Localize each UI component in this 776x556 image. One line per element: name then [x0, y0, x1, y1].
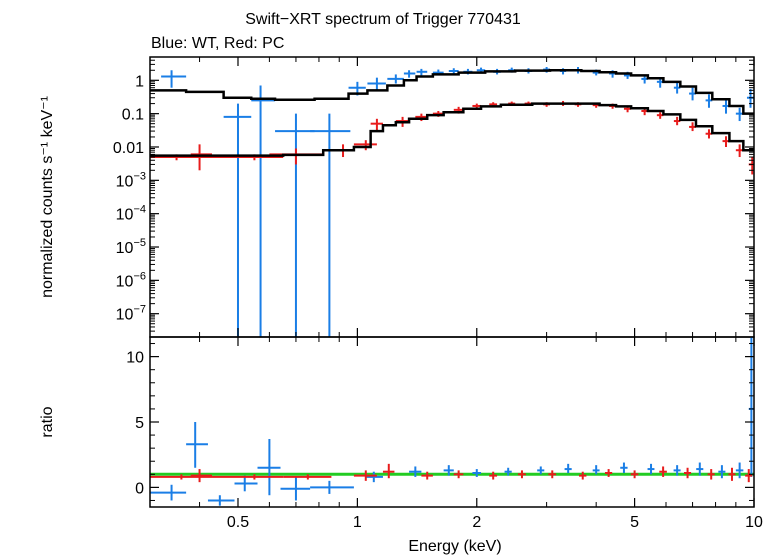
x-tick-label: 0.5: [227, 514, 249, 531]
ratio-wt-point: [504, 467, 512, 476]
ratio-wt-point: [647, 463, 655, 475]
ratio-pc-point: [150, 474, 213, 480]
ratio-wt-point: [365, 471, 383, 483]
ratio-wt-point: [234, 475, 258, 492]
ratio-plot-area: [150, 337, 754, 506]
ratio-pc-point: [578, 471, 587, 480]
x-tick-label: 10: [745, 514, 763, 531]
ratio-pc-point: [353, 470, 377, 481]
ratio-wt-point: [150, 484, 187, 501]
spectrum-wt-point: [310, 113, 351, 337]
spectrum-pc-point: [353, 140, 377, 151]
ratio-wt-point: [564, 463, 572, 473]
ratio-pc-point: [517, 470, 526, 479]
model-line-wt: [150, 69, 754, 115]
spectrum-wt-point: [403, 70, 416, 78]
spectrum-wt-point: [275, 113, 315, 337]
y-tick-label: 0.01: [113, 140, 144, 157]
ratio-pc-point: [283, 474, 332, 480]
y-tick-label: 10−3: [116, 170, 146, 190]
ratio-wt-point: [186, 422, 208, 468]
spectrum-panel: 1 0.1 0.01 10−3 10−4 10−5 10−6 10−7: [113, 56, 755, 338]
chart-title: Swift−XRT spectrum of Trigger 770431: [245, 11, 521, 28]
spectrum-pc-point: [370, 118, 383, 132]
ratio-pc-point: [421, 471, 433, 480]
spectrum-wt-point: [161, 70, 187, 88]
spectrum-wt-point: [223, 103, 252, 337]
ratio-pc-point: [382, 463, 395, 479]
y-tick-label: 10−7: [116, 304, 146, 324]
ratio-series-wt: [150, 337, 754, 506]
x-axis-ticks: 0.5 1 2 5 10: [227, 514, 763, 531]
y-tick-label: 10: [126, 350, 144, 367]
model-line-pc: [150, 102, 754, 157]
ratio-wt-point: [280, 476, 311, 501]
ratio-pc-point: [659, 466, 667, 477]
y-tick-label: 5: [135, 415, 144, 432]
y-tick-label: 10−5: [116, 237, 146, 257]
ratio-pc-point: [212, 474, 284, 480]
spectrum-wt-point: [367, 77, 386, 91]
ratio-series-pc: [150, 463, 753, 483]
x-tick-label: 5: [630, 514, 639, 531]
ratio-wt-point: [537, 466, 545, 475]
y-tick-label: 0.1: [122, 107, 144, 124]
ratio-wt-point: [735, 462, 744, 479]
ratio-wt-point: [696, 462, 704, 476]
spectrum-series-wt: [161, 67, 754, 337]
ratio-pc-point: [190, 469, 213, 483]
y-axis-label-ratio: ratio: [39, 406, 56, 437]
y-tick-label: 1: [135, 73, 144, 90]
ratio-pc-point: [548, 470, 557, 479]
ratio-pc-point: [707, 469, 715, 480]
spectrum-wt-point: [416, 68, 428, 76]
x-tick-label: 1: [353, 514, 362, 531]
y-axis-label-spectrum: normalized counts s⁻¹ keV⁻¹: [39, 96, 56, 298]
spectrum-pc-point: [190, 144, 213, 171]
ratio-wt-point: [748, 337, 754, 477]
ratio-wt-point: [620, 462, 628, 473]
chart-subtitle: Blue: WT, Red: PC: [151, 35, 284, 52]
y-tick-label: 10−6: [116, 270, 146, 290]
y-tick-label: 10−4: [116, 204, 146, 224]
spectrum-wt-point: [746, 88, 754, 108]
spectrum-plot-area: [150, 67, 754, 337]
ratio-pc-point: [453, 470, 464, 479]
ratio-wt-point: [592, 465, 600, 475]
ratio-pc-point: [745, 469, 753, 483]
ratio-frame: [149, 336, 755, 508]
ratio-pc-point: [489, 471, 498, 480]
y-tick-label: 0: [135, 480, 144, 497]
spectrum-frame: [149, 56, 755, 338]
ratio-wt-point: [673, 465, 681, 476]
ratio-wt-point: [443, 465, 454, 476]
ratio-pc-point: [630, 470, 639, 479]
x-axis-label: Energy (keV): [408, 538, 501, 555]
ratio-pc-point: [728, 467, 736, 481]
ratio-wt-point: [409, 466, 422, 477]
ratio-pc-point: [604, 469, 613, 477]
spectrum-wt-point: [387, 74, 404, 84]
spectrum-wt-point: [448, 68, 459, 74]
ratio-wt-point: [257, 439, 281, 496]
ratio-wt-point: [310, 480, 354, 494]
spectrum-wt-point: [251, 85, 276, 337]
ratio-wt-point: [207, 495, 235, 506]
ratio-wt-point: [718, 465, 726, 479]
spectrum-pc-point: [748, 157, 754, 175]
ratio-wt-point: [472, 469, 482, 477]
ratio-panel: 0 5 10: [126, 336, 755, 508]
x-tick-label: 2: [472, 514, 481, 531]
ratio-pc-point: [683, 467, 692, 479]
